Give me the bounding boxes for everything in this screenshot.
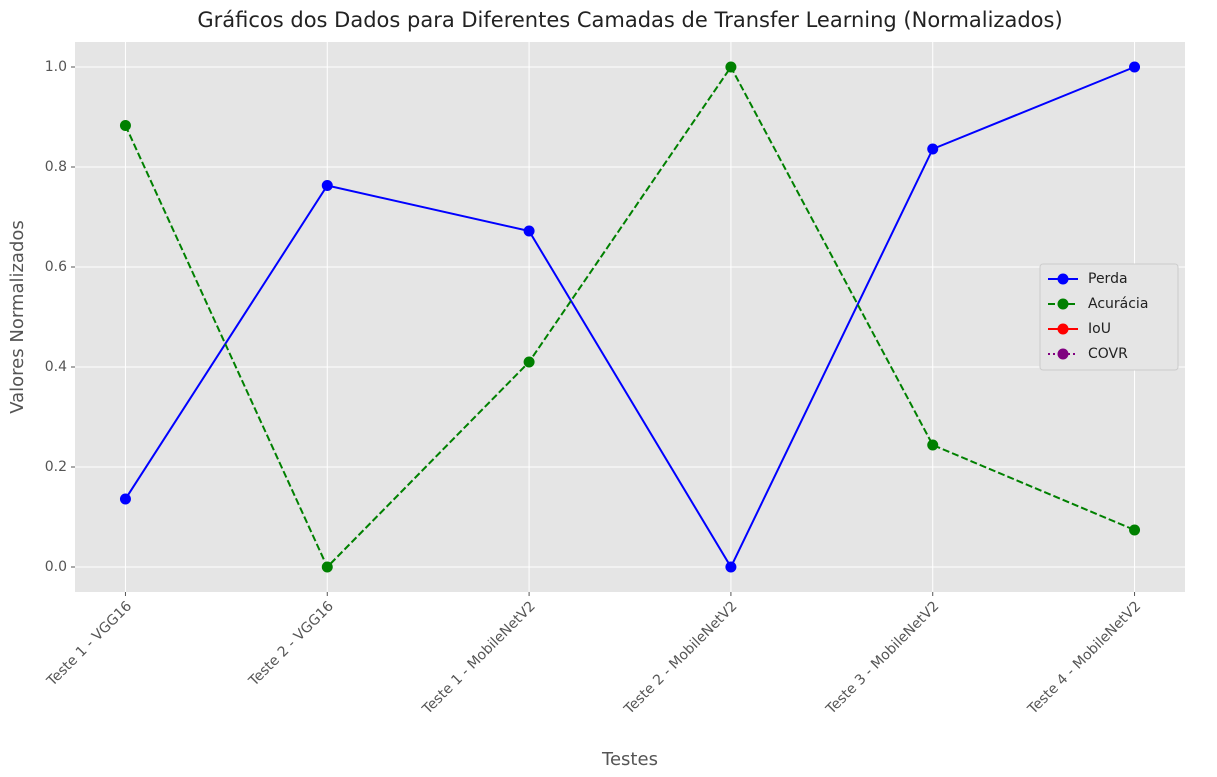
plot-area (75, 42, 1185, 592)
y-tick-label: 0.0 (45, 559, 67, 575)
y-tick-label: 0.2 (45, 459, 67, 475)
y-tick-label: 0.8 (45, 159, 67, 175)
y-axis-label: Valores Normalizados (7, 220, 28, 414)
legend-marker (1057, 273, 1069, 285)
legend-marker (1057, 323, 1069, 335)
x-tick-label: Teste 1 - VGG16 (43, 598, 135, 690)
point (523, 225, 535, 237)
series-line (124, 65, 1135, 569)
legend-marker (1057, 348, 1069, 360)
x-tick-label: Teste 1 - MobileNetV2 (419, 598, 539, 718)
point (1129, 61, 1141, 73)
x-axis-label: Testes (601, 749, 658, 770)
legend (1039, 263, 1179, 371)
legend-marker (1057, 298, 1069, 310)
point (1129, 524, 1141, 536)
x-tick-label: Teste 2 - VGG16 (245, 598, 337, 690)
series-line (124, 66, 1135, 570)
y-tick-label: 1.0 (45, 59, 67, 75)
x-tick-label: Teste 2 - MobileNetV2 (621, 598, 741, 718)
point (725, 561, 737, 573)
point (119, 120, 131, 131)
legend-label: IoU (1088, 321, 1111, 337)
legend-label: Acurácia (1088, 296, 1148, 312)
point (927, 143, 939, 155)
point (321, 561, 333, 573)
point (725, 61, 737, 73)
point (927, 439, 939, 451)
point (321, 180, 333, 191)
x-tick-label: Teste 4 - MobileNetV2 (1024, 598, 1144, 718)
point (523, 356, 535, 368)
y-tick-label: 0.6 (45, 259, 67, 275)
legend-label: Perda (1088, 271, 1128, 287)
x-tick-label: Teste 3 - MobileNetV2 (823, 598, 943, 718)
point (119, 493, 131, 505)
legend-label: COVR (1088, 346, 1128, 362)
chart-title: Gráficos dos Dados para Diferentes Camad… (197, 8, 1062, 32)
y-tick-label: 0.4 (45, 359, 67, 375)
